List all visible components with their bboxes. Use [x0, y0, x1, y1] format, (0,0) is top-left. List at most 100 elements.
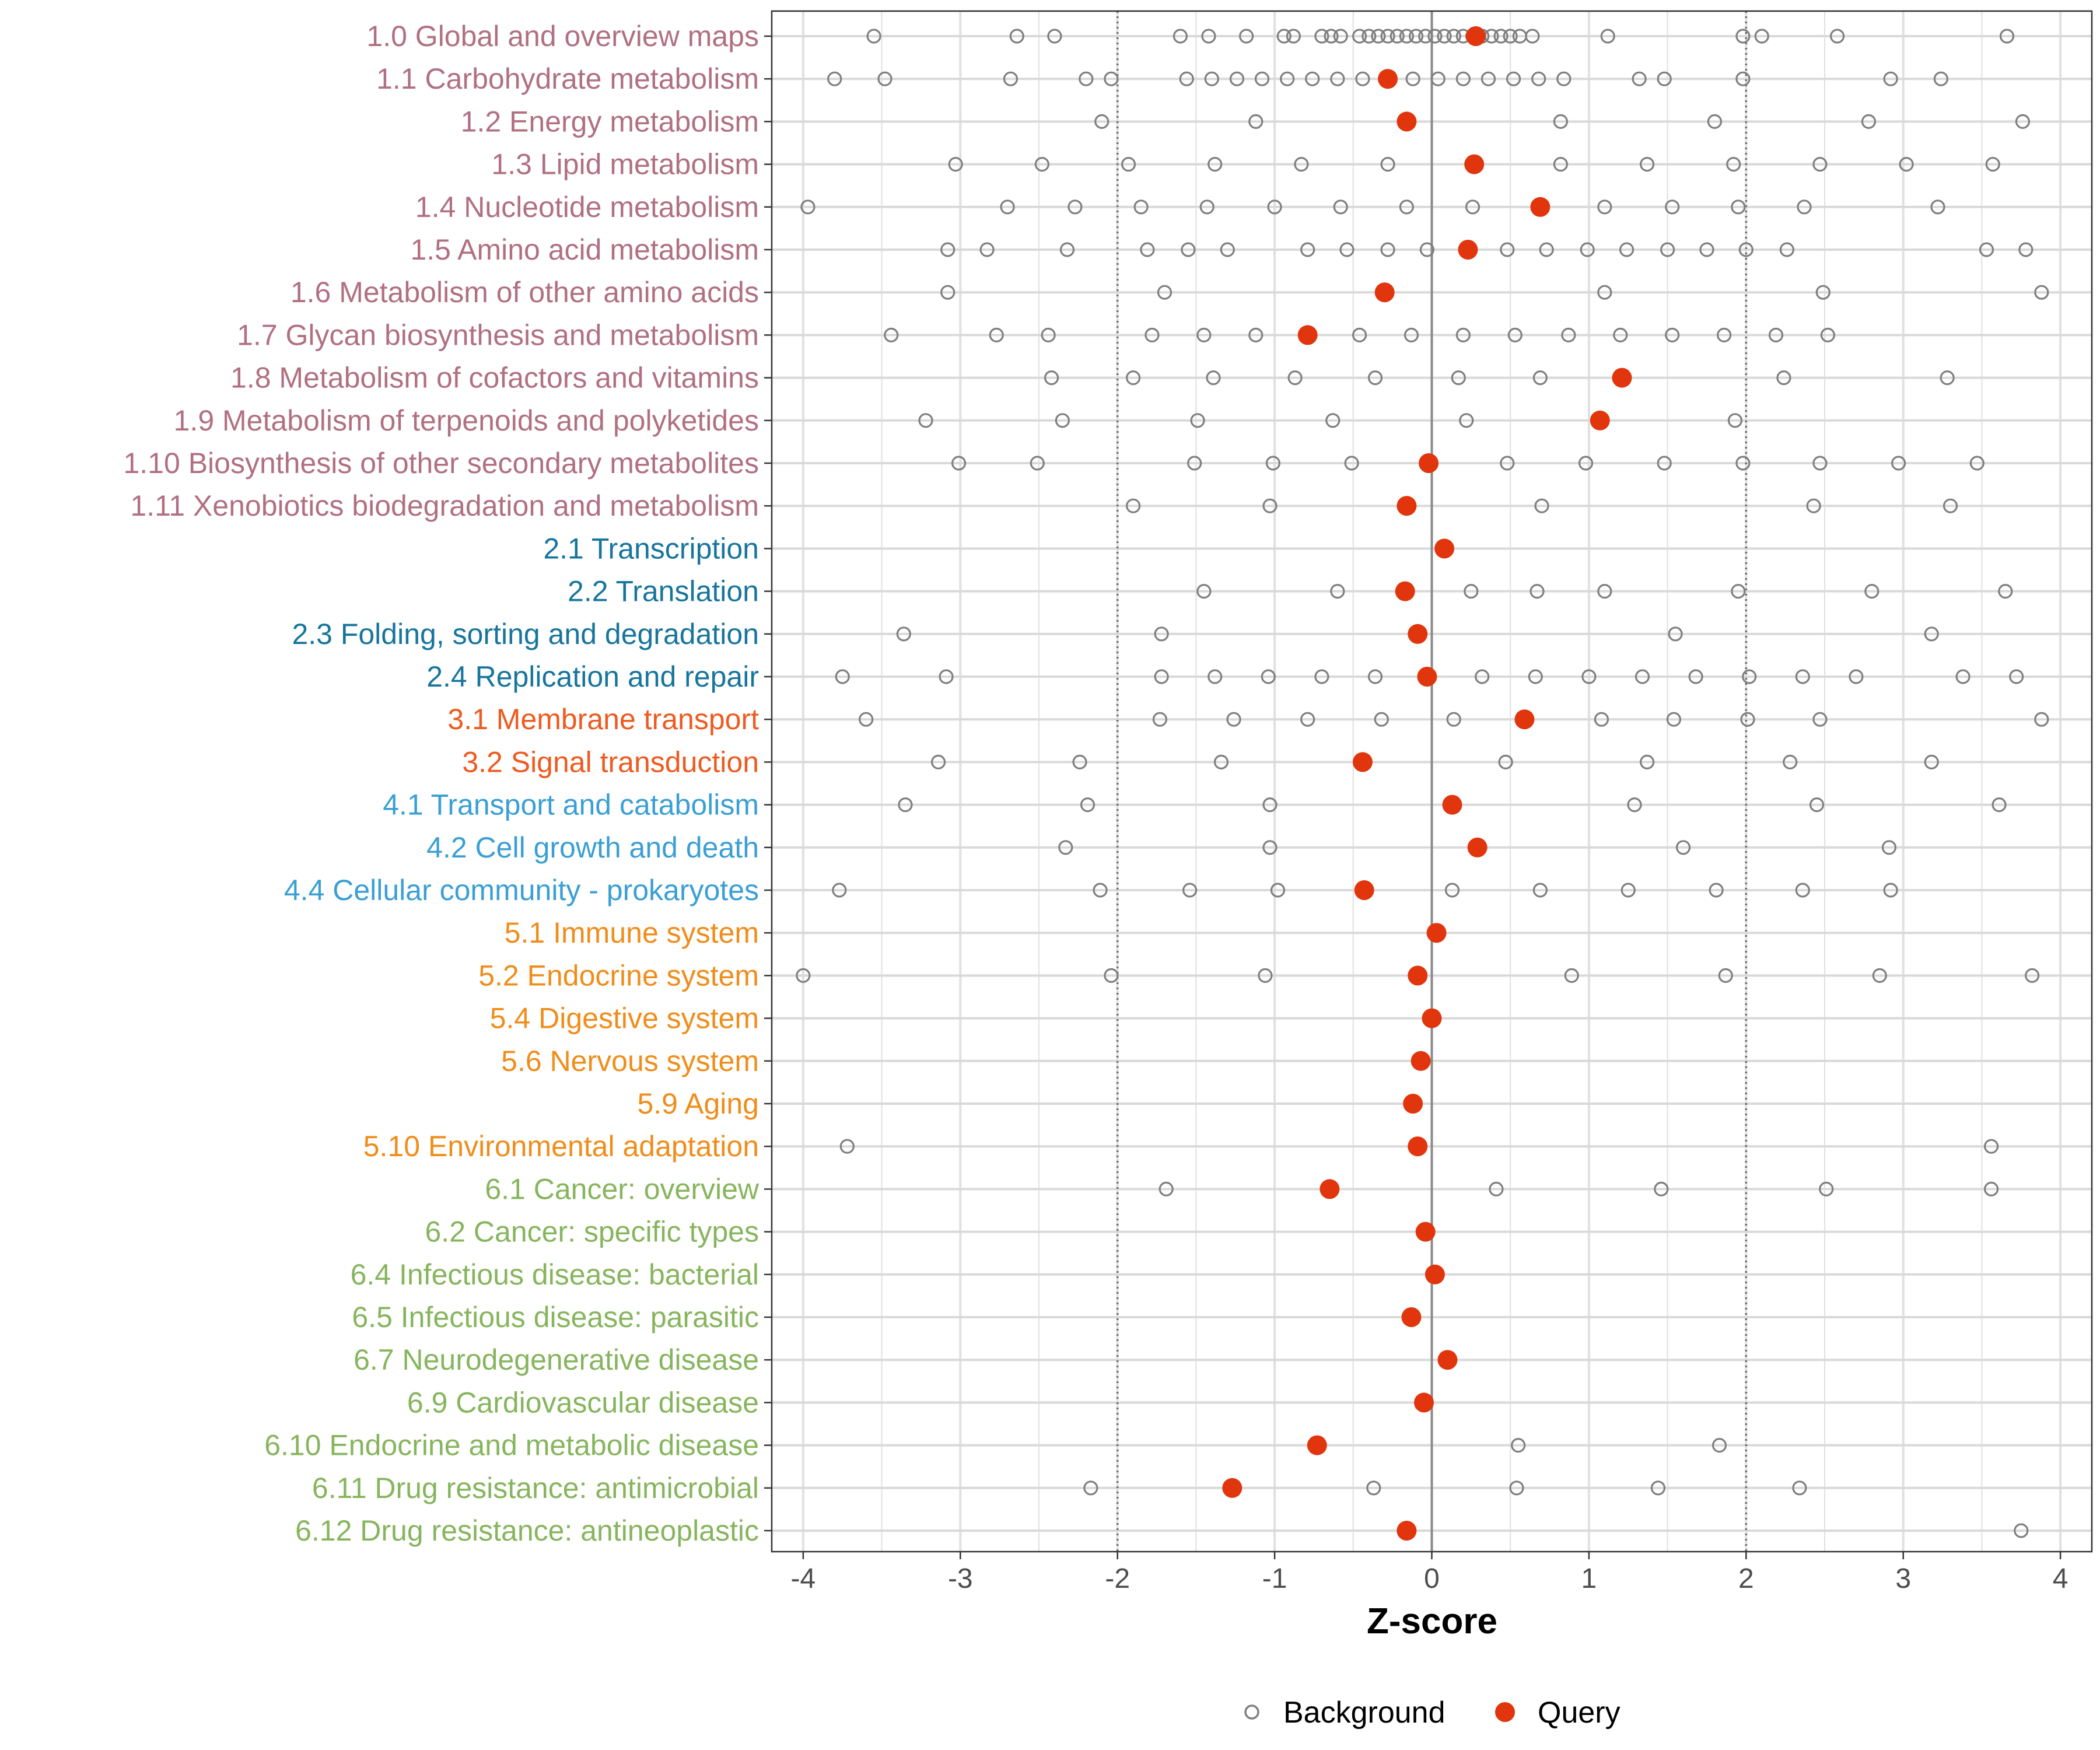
background-point	[1399, 200, 1414, 215]
background-point	[1330, 583, 1345, 599]
background-point	[939, 669, 954, 684]
background-point	[1276, 29, 1292, 44]
category-label: 1.10 Biosynthesis of other secondary met…	[123, 447, 759, 480]
background-point	[1464, 583, 1479, 599]
category-label: 6.10 Endocrine and metabolic disease	[264, 1429, 759, 1462]
query-point	[1417, 667, 1437, 687]
background-point	[1930, 200, 1945, 215]
category-label: 6.1 Cancer: overview	[485, 1172, 760, 1205]
background-point	[1419, 242, 1435, 257]
background-point	[1899, 157, 1914, 172]
background-point	[1709, 883, 1724, 898]
query-point	[1222, 1478, 1242, 1498]
background-point	[1597, 285, 1612, 300]
background-point	[1613, 327, 1628, 343]
background-point	[1475, 669, 1490, 684]
background-point	[1666, 712, 1681, 727]
background-point	[1639, 157, 1655, 172]
background-point	[1731, 200, 1746, 215]
category-label: 6.12 Drug resistance: antineoplastic	[295, 1514, 759, 1547]
background-point	[1726, 157, 1741, 172]
x-tick-label: -3	[948, 1563, 973, 1594]
background-point	[1619, 242, 1634, 257]
category-label: 1.5 Amino acid metabolism	[410, 233, 759, 266]
background-point	[1374, 712, 1389, 727]
background-point	[1933, 71, 1948, 86]
background-point	[1072, 754, 1087, 770]
background-point	[1286, 29, 1301, 44]
background-point	[1455, 327, 1471, 343]
category-label: 6.9 Cardiovascular disease	[407, 1386, 759, 1419]
background-point	[1768, 327, 1784, 343]
background-point	[1779, 242, 1794, 257]
query-point	[1590, 410, 1610, 430]
background-point	[979, 242, 995, 257]
background-point	[1872, 968, 1887, 984]
background-point	[1270, 883, 1286, 898]
background-point	[918, 413, 933, 428]
background-point	[1795, 883, 1810, 898]
background-point	[1735, 456, 1751, 471]
x-tick-label: -2	[1105, 1563, 1130, 1594]
background-point	[1998, 583, 2013, 599]
background-point	[1634, 669, 1650, 684]
x-tick-label: 2	[1738, 1563, 1754, 1594]
background-point	[1093, 883, 1108, 898]
query-point	[1354, 880, 1374, 900]
background-point	[1262, 797, 1278, 813]
background-point	[1059, 242, 1075, 257]
background-point	[1179, 71, 1194, 86]
background-point	[1314, 29, 1329, 44]
background-point	[1712, 1438, 1727, 1453]
background-point	[1140, 242, 1155, 257]
background-point	[1511, 1438, 1526, 1453]
background-point	[1506, 71, 1521, 86]
x-axis-title: Z-score	[1367, 1601, 1497, 1642]
background-point	[1190, 413, 1205, 428]
category-label: 6.11 Drug resistance: antimicrobial	[312, 1472, 759, 1504]
background-point	[1553, 114, 1569, 129]
background-point	[1489, 1181, 1504, 1197]
category-label: 5.4 Digestive system	[490, 1002, 759, 1035]
background-point	[1083, 1480, 1098, 1496]
background-point	[1261, 669, 1276, 684]
background-point	[1213, 754, 1229, 770]
grid-layer	[772, 11, 2092, 1552]
background-point	[940, 242, 956, 257]
query-point	[1414, 1392, 1434, 1413]
background-point	[1330, 71, 1345, 86]
background-point	[1418, 29, 1433, 44]
background-point	[1068, 200, 1083, 215]
x-tick-label: -4	[791, 1563, 816, 1594]
background-point	[1267, 200, 1282, 215]
background-point	[1280, 71, 1295, 86]
background-point	[2034, 712, 2049, 727]
background-point	[1390, 29, 1405, 44]
background-point	[1500, 242, 1515, 257]
background-point	[859, 712, 874, 727]
background-point	[1104, 71, 1119, 86]
background-point	[1154, 626, 1169, 642]
legend-background-label: Background	[1283, 1696, 1446, 1730]
category-label: 1.2 Energy metabolism	[461, 105, 759, 138]
query-point	[1408, 1136, 1428, 1157]
background-point	[1979, 242, 1994, 257]
background-point	[1206, 370, 1221, 386]
background-point	[1792, 1480, 1807, 1496]
x-axis: -4 -3 -2 -1 0 1 2 3 4	[791, 1552, 2068, 1594]
query-point	[1403, 1094, 1423, 1114]
background-point	[1531, 71, 1546, 86]
background-point	[1924, 754, 1939, 770]
background-point	[1668, 626, 1683, 642]
background-point	[1201, 29, 1216, 44]
background-point	[1940, 370, 1955, 386]
background-point	[1581, 669, 1597, 684]
background-point	[1158, 1181, 1174, 1197]
background-point	[1597, 200, 1612, 215]
query-point	[1352, 752, 1373, 772]
background-point	[1154, 669, 1169, 684]
query-point	[1396, 496, 1417, 516]
query-point	[1422, 1008, 1442, 1028]
background-point	[898, 797, 913, 813]
background-point	[1405, 71, 1420, 86]
